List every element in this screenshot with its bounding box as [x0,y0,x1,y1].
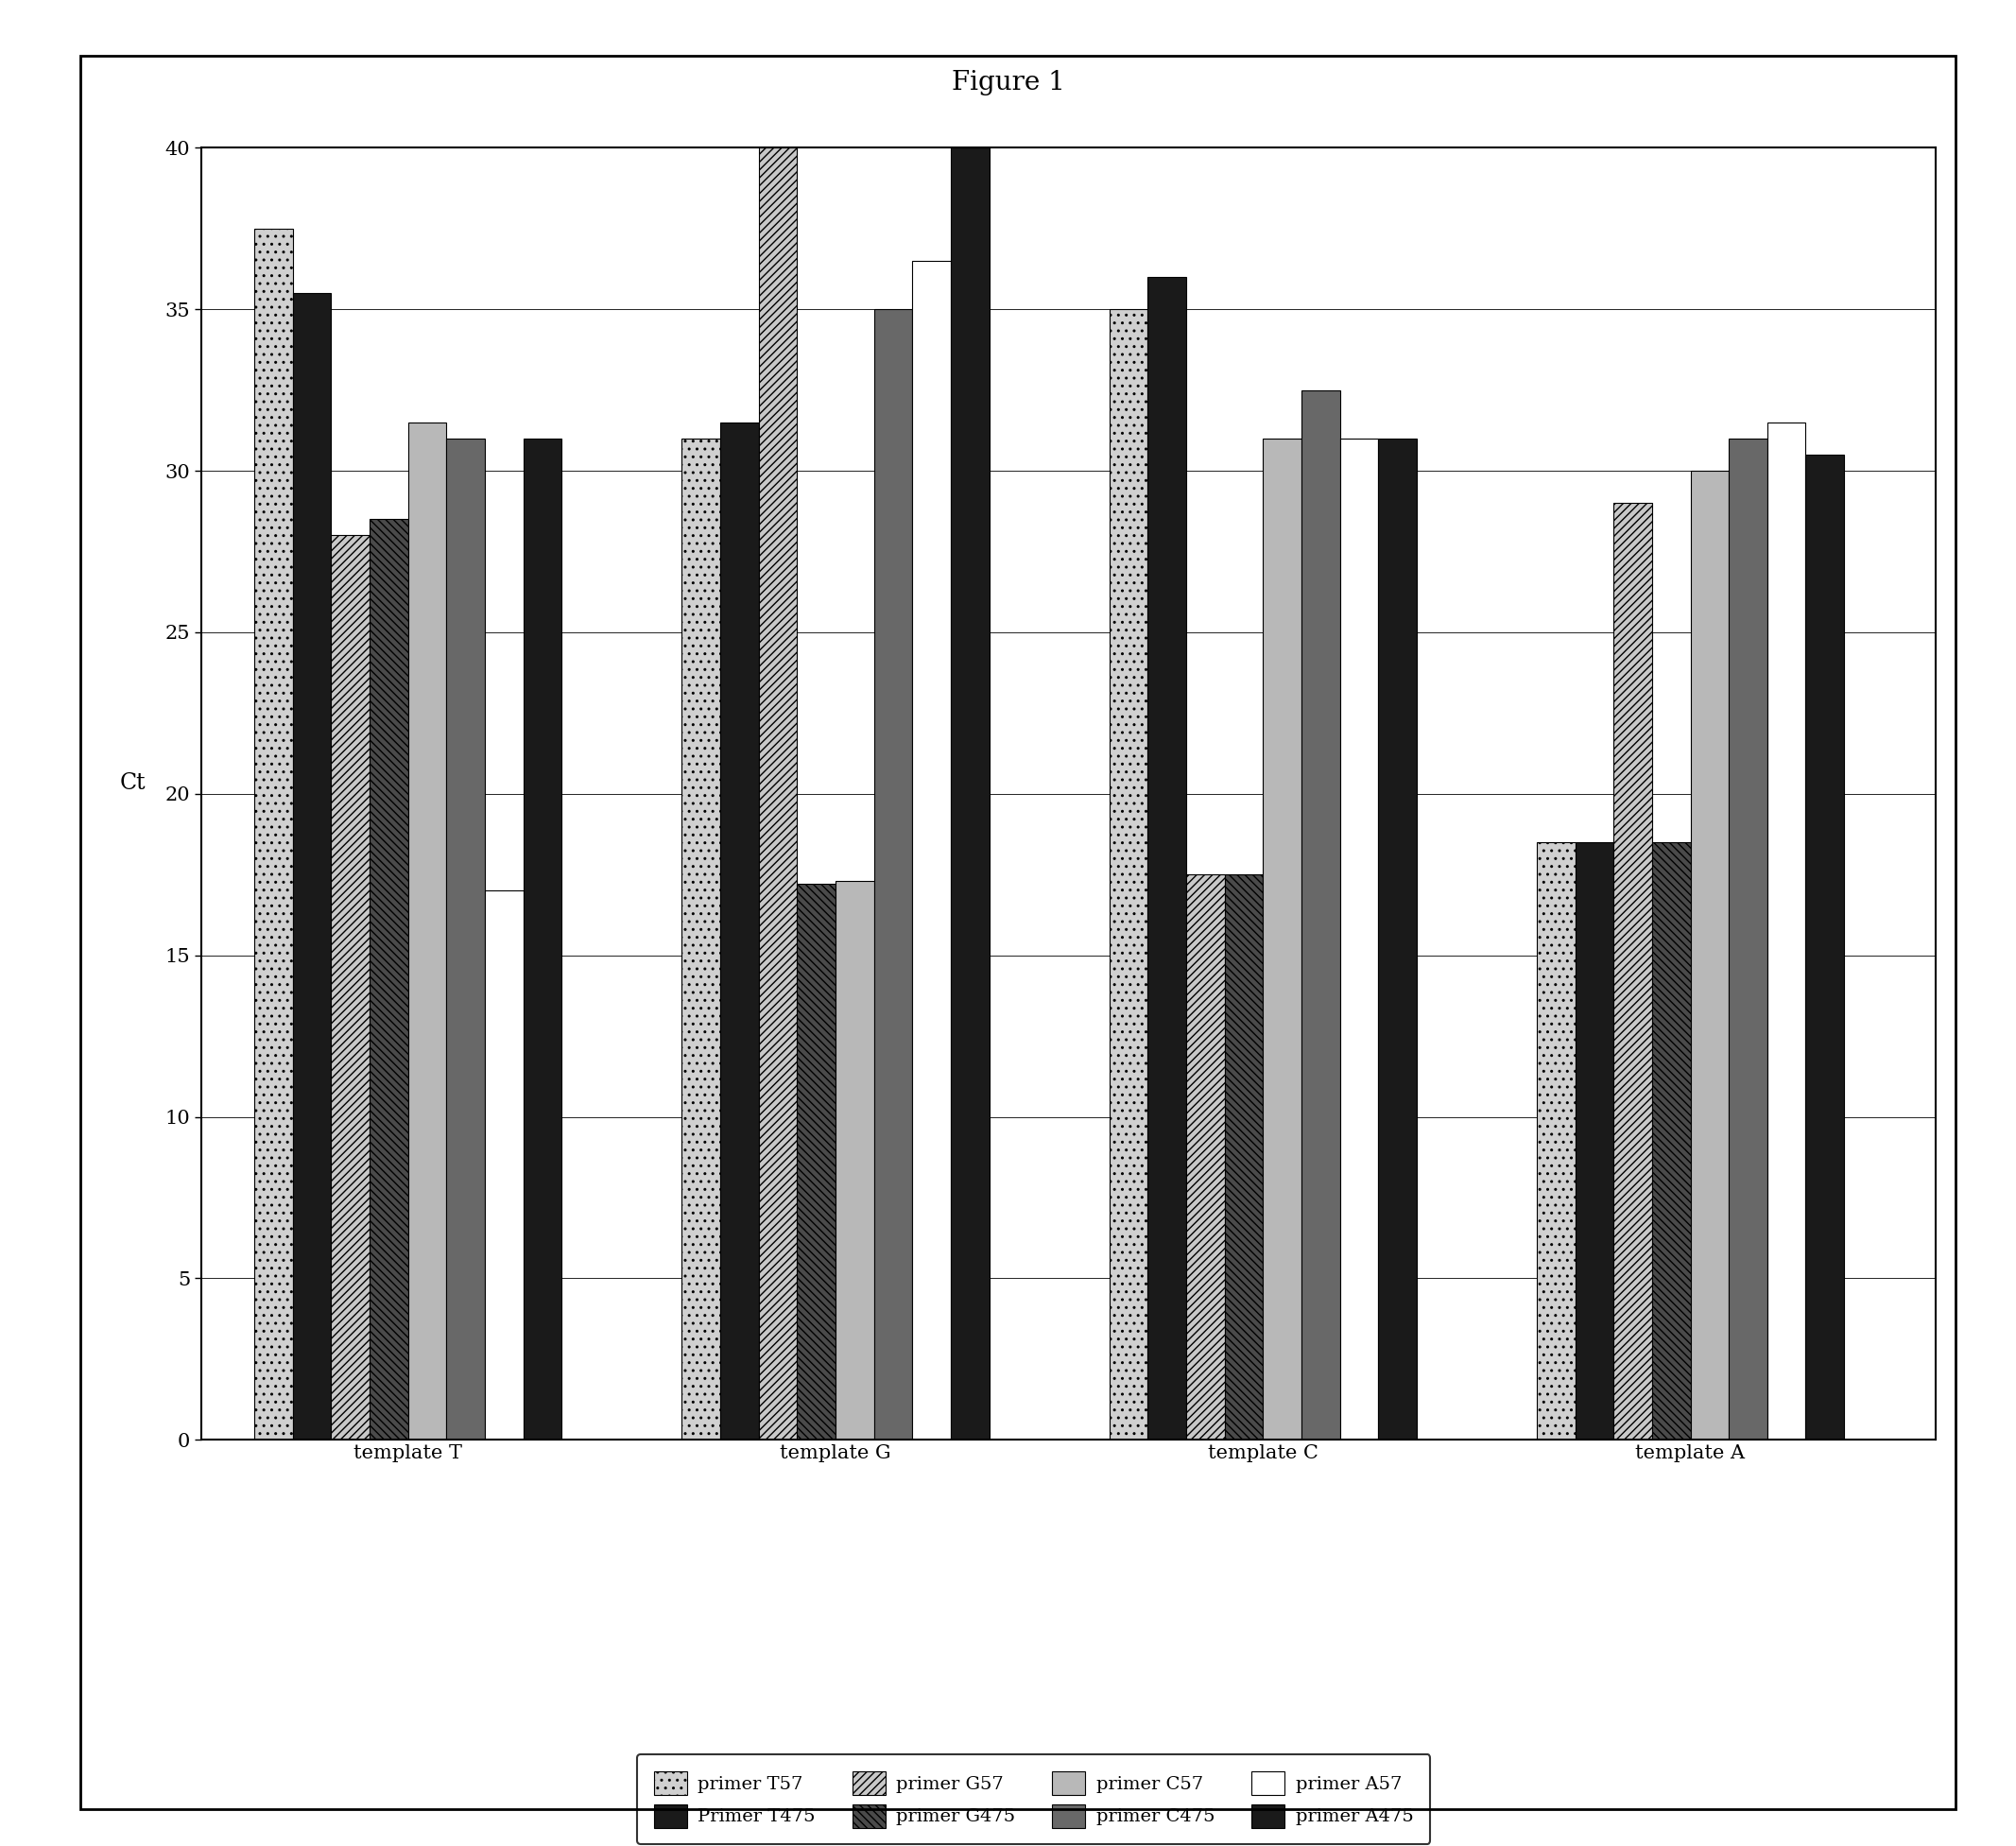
Bar [1574,842,1613,1440]
Text: Figure 1: Figure 1 [952,70,1064,96]
Bar [1341,439,1379,1440]
Bar [254,229,292,1440]
Bar [1147,277,1185,1440]
Bar [486,892,524,1440]
Bar [913,260,952,1440]
Bar [1379,439,1417,1440]
Bar [1185,875,1224,1440]
Bar [1730,439,1768,1440]
Bar [1302,390,1341,1440]
Bar [1109,308,1147,1440]
Bar [331,535,369,1440]
Legend: primer T57, Primer T475, primer G57, primer G475, primer C57, primer C475, prime: primer T57, Primer T475, primer G57, pri… [637,1756,1431,1844]
Y-axis label: Ct: Ct [119,772,145,794]
Bar [524,439,562,1440]
Bar [720,423,758,1440]
Bar [758,148,796,1440]
Bar [1651,842,1691,1440]
Bar [952,148,990,1440]
Bar [1536,842,1574,1440]
Bar [796,884,835,1440]
Bar [835,881,875,1440]
Bar [875,308,913,1440]
Bar [1224,875,1262,1440]
Bar [1806,454,1845,1440]
Bar [446,439,486,1440]
Bar [1262,439,1302,1440]
Bar [292,294,331,1440]
Bar [1613,504,1651,1440]
Bar [681,439,720,1440]
Bar [1691,471,1730,1440]
Bar [369,519,407,1440]
Bar [1768,423,1806,1440]
Bar [407,423,446,1440]
